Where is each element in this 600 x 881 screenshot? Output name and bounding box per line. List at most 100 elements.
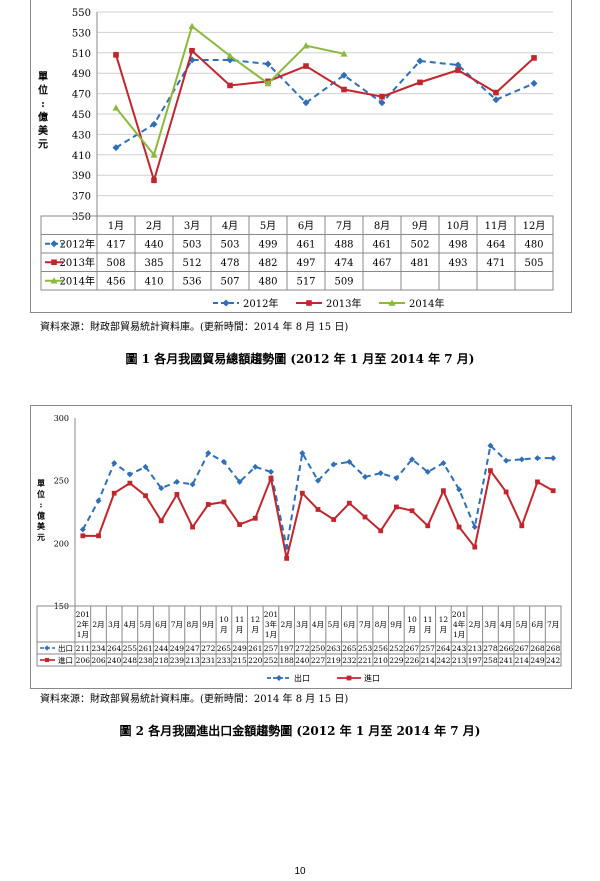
x-tick-label: 月 xyxy=(440,625,448,634)
data-label: 213 xyxy=(185,656,200,665)
data-label: 268 xyxy=(546,644,561,653)
data-point xyxy=(80,533,86,539)
data-label: 206 xyxy=(91,656,106,665)
data-point xyxy=(424,468,431,475)
data-label: 242 xyxy=(546,656,561,665)
data-label: 272 xyxy=(295,644,310,653)
data-label: 410 xyxy=(144,277,163,288)
data-label: 242 xyxy=(436,656,451,665)
data-point xyxy=(127,480,133,486)
data-point xyxy=(126,471,133,478)
data-point xyxy=(530,79,538,87)
data-label: 478 xyxy=(220,258,239,269)
legend-marker xyxy=(346,675,352,681)
x-tick-label: 5月 xyxy=(139,620,151,629)
data-label: 213 xyxy=(468,644,483,653)
x-tick-label: 5月 xyxy=(328,620,340,629)
data-label: 243 xyxy=(452,644,467,653)
x-tick-label: 6月 xyxy=(343,620,355,629)
y-tick-label: 200 xyxy=(54,539,69,548)
data-point xyxy=(440,460,447,467)
x-tick-label: 12月 xyxy=(523,220,546,232)
y-axis-label-2: : xyxy=(40,500,43,510)
x-tick-label: 7月 xyxy=(359,620,371,629)
data-point xyxy=(267,468,274,475)
table-series-name: 2013年 xyxy=(60,256,95,269)
y-axis-label-2: : xyxy=(41,99,45,110)
data-label: 256 xyxy=(374,644,389,653)
x-tick-label: 11月 xyxy=(485,220,508,232)
x-tick-label: 7月 xyxy=(171,620,183,629)
data-point xyxy=(417,79,423,86)
data-point xyxy=(330,461,337,468)
x-tick-label: 8月 xyxy=(374,220,390,232)
data-point xyxy=(455,67,461,73)
data-label: 214 xyxy=(515,656,530,665)
data-point xyxy=(378,99,386,107)
y-tick-label: 430 xyxy=(72,130,91,141)
data-point xyxy=(340,71,348,79)
data-label: 239 xyxy=(170,656,185,665)
table-series-key-marker xyxy=(44,645,50,651)
data-label: 263 xyxy=(327,644,342,653)
data-label: 456 xyxy=(106,277,125,288)
data-point xyxy=(150,120,158,128)
legend-marker xyxy=(388,299,396,306)
x-tick-label: 月 xyxy=(236,625,244,634)
data-point xyxy=(142,463,149,470)
table-series-key-marker xyxy=(50,277,58,284)
data-label: 210 xyxy=(374,656,389,665)
x-tick-label: 12 xyxy=(439,615,449,624)
y-tick-label: 300 xyxy=(54,414,69,423)
data-label: 240 xyxy=(107,656,122,665)
x-tick-label: 3年 xyxy=(265,619,278,629)
x-tick-label: 1月 xyxy=(265,630,277,639)
data-label: 255 xyxy=(123,644,138,653)
data-point xyxy=(268,475,274,481)
data-label: 234 xyxy=(91,644,106,653)
chart-2-frame: 150 200 250 300 單位: 億美元 201 2年 1月 2月 3月 4月 5月 6月 7月 8月 9… xyxy=(30,405,572,689)
data-label: 214 xyxy=(421,656,436,665)
x-tick-label: 2月 xyxy=(281,620,293,629)
x-tick-label: 月 xyxy=(408,625,416,634)
data-point xyxy=(303,63,309,69)
data-point xyxy=(378,528,384,534)
x-tick-label: 3月 xyxy=(108,620,120,629)
data-point xyxy=(550,455,557,462)
data-label: 241 xyxy=(499,656,513,665)
x-tick-label: 201 xyxy=(76,610,90,619)
y-tick-label: 550 xyxy=(72,8,91,19)
figure-caption-2: 圖 2 各月我國進出口金額趨勢圖 (2012 年 1 月至 2014 年 7 月… xyxy=(119,724,481,738)
x-tick-label: 1月 xyxy=(77,630,89,639)
data-label: 385 xyxy=(144,258,163,269)
x-tick-label: 5月 xyxy=(260,220,276,232)
x-tick-label: 11 xyxy=(235,615,245,624)
data-point xyxy=(299,490,305,496)
data-label: 502 xyxy=(410,240,429,251)
x-tick-label: 6月 xyxy=(155,620,167,629)
data-point xyxy=(284,555,290,561)
data-label: 229 xyxy=(389,656,404,665)
data-label: 197 xyxy=(468,656,483,665)
data-label: 497 xyxy=(296,258,315,269)
data-point xyxy=(189,47,195,54)
data-label: 257 xyxy=(264,644,279,653)
data-point xyxy=(531,55,537,61)
x-tick-label: 9月 xyxy=(202,620,214,629)
y-tick-label: 470 xyxy=(72,90,91,101)
data-label: 507 xyxy=(220,277,239,288)
data-point xyxy=(158,485,165,492)
legend-label: 2013年 xyxy=(326,297,361,310)
data-point xyxy=(534,455,541,462)
data-label: 509 xyxy=(334,277,353,288)
data-label: 467 xyxy=(372,258,391,269)
x-tick-label: 7月 xyxy=(547,620,559,629)
data-label: 480 xyxy=(258,277,277,288)
data-point xyxy=(252,463,259,470)
data-label: 220 xyxy=(248,656,263,665)
y-axis-label-0: 單 xyxy=(37,478,45,488)
y-axis-label-0: 單 xyxy=(38,71,48,83)
data-point xyxy=(188,22,196,30)
data-point xyxy=(227,82,233,89)
data-label: 498 xyxy=(448,240,467,251)
